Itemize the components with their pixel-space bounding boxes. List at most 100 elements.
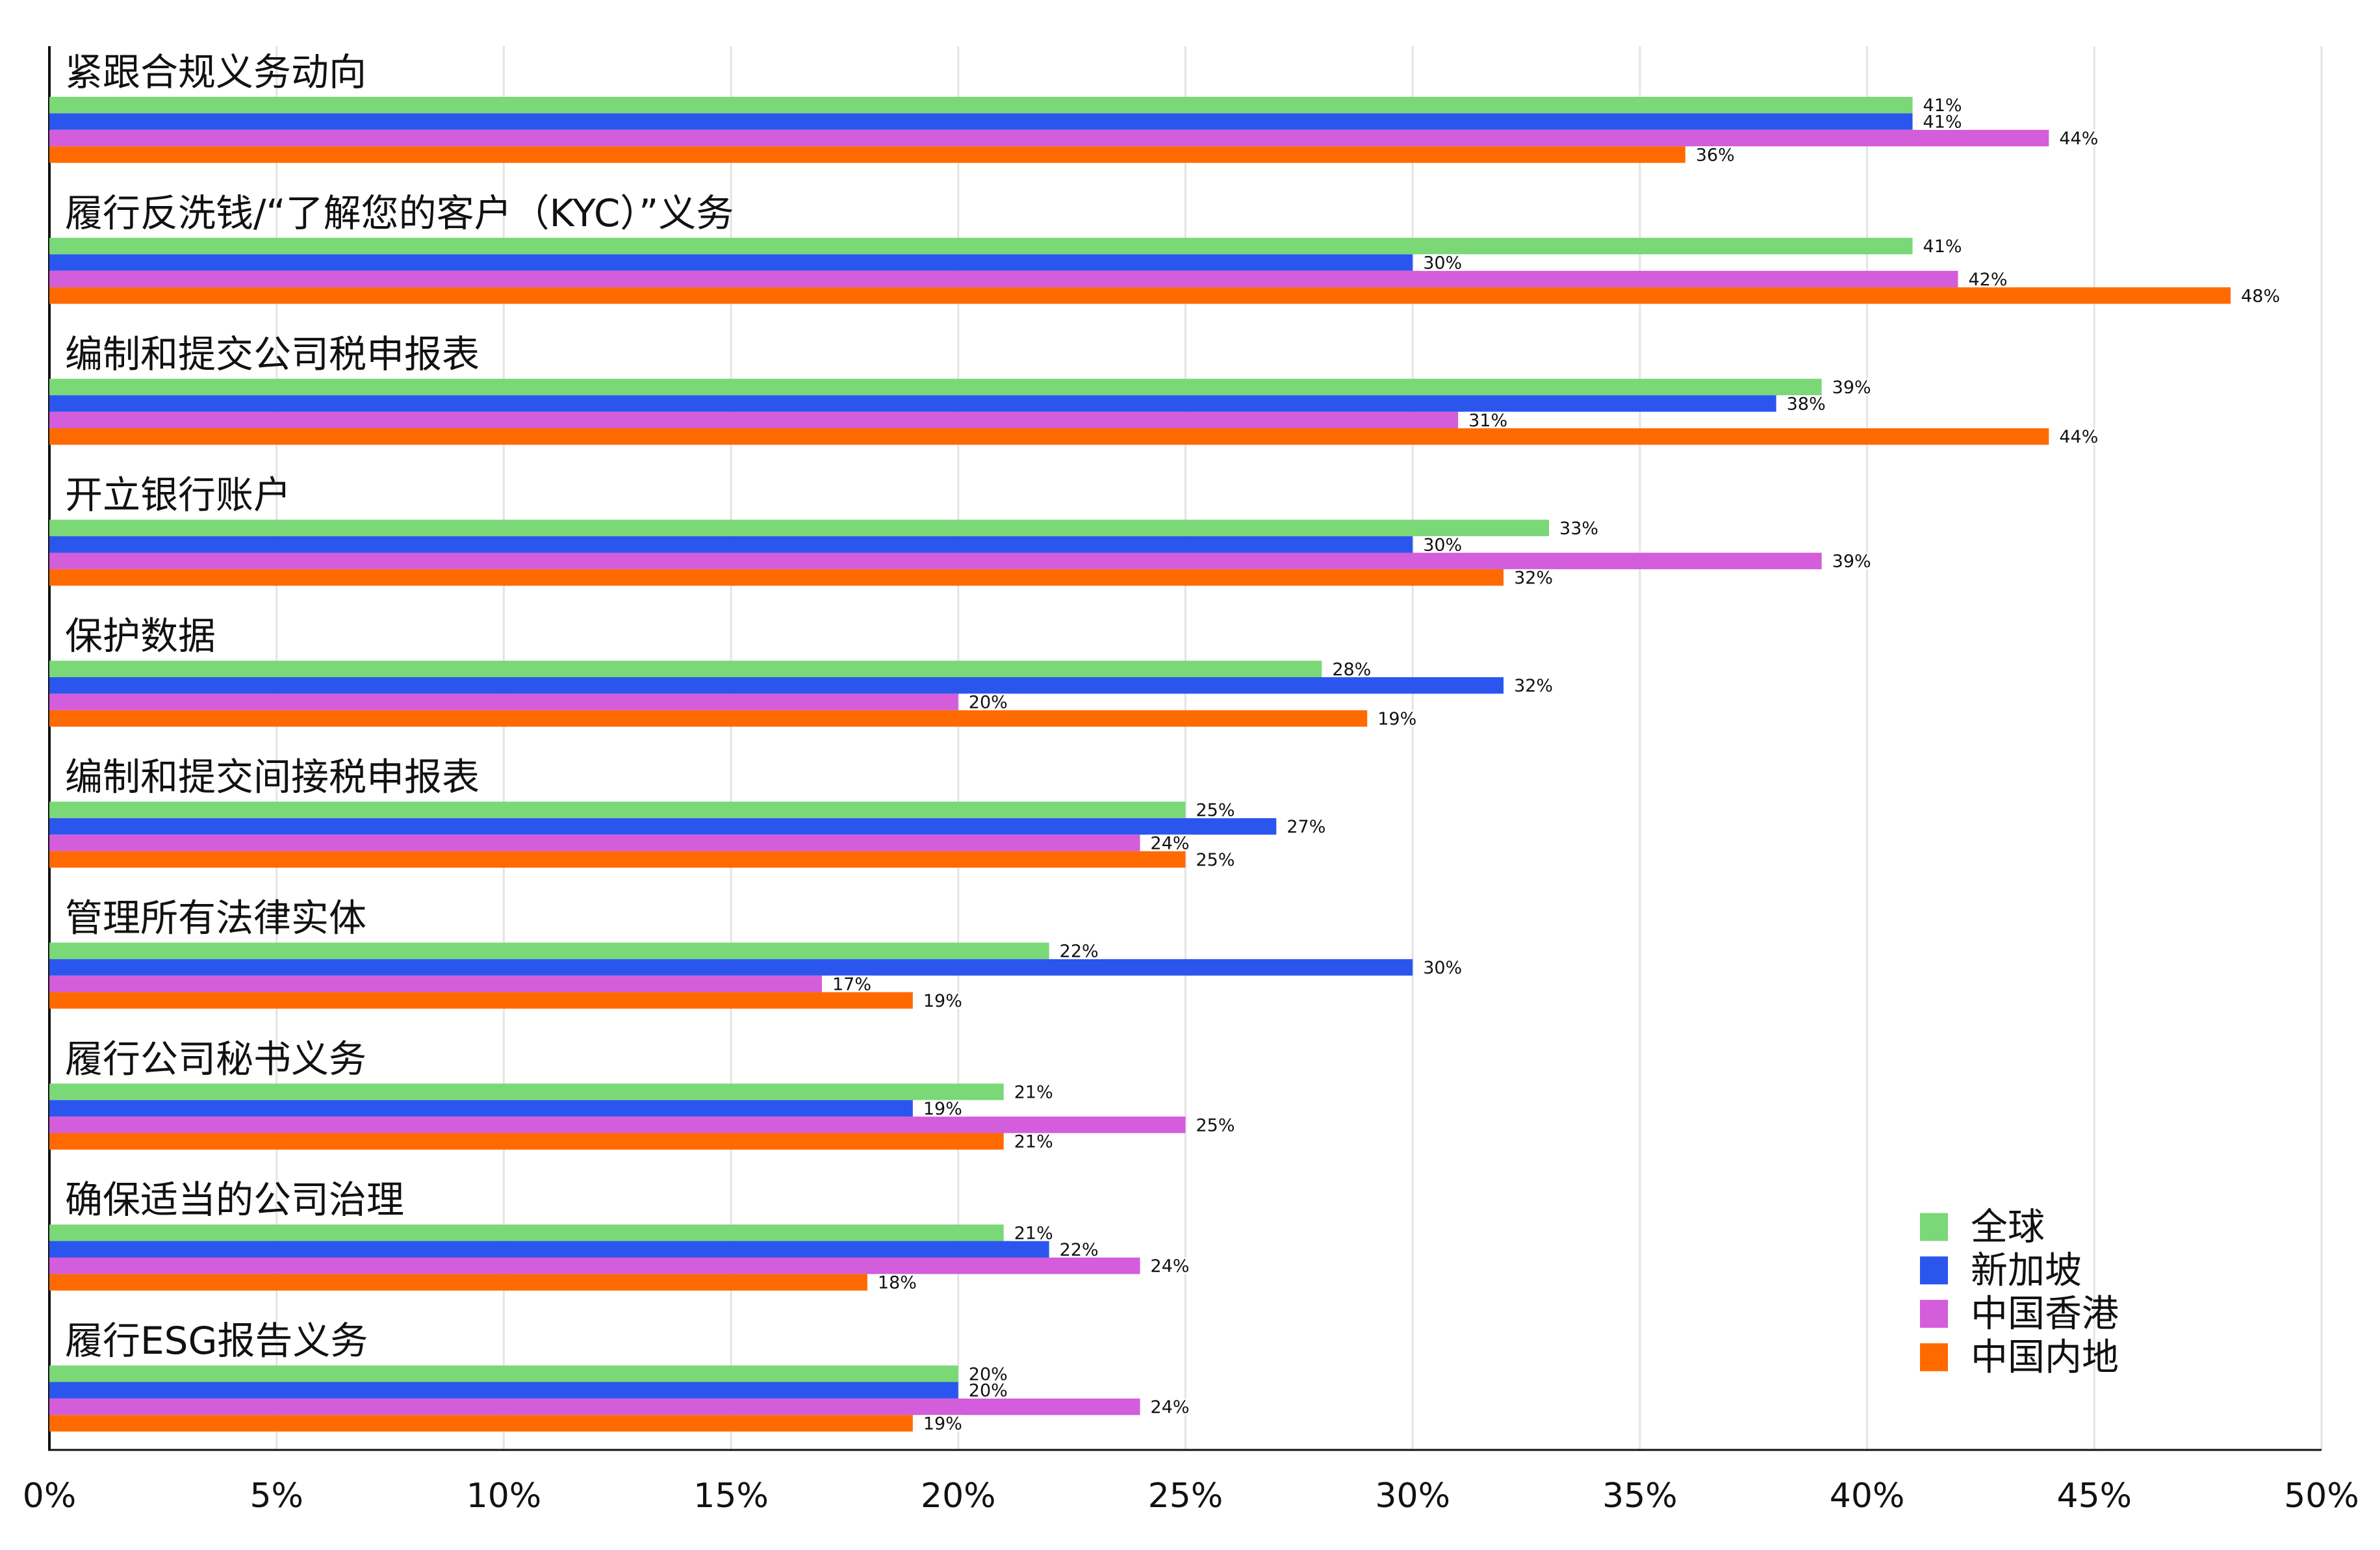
data-label: 44%: [2059, 129, 2098, 149]
data-label: 24%: [1151, 834, 1190, 854]
data-label-background: [875, 1274, 919, 1291]
data-label-background: [1284, 818, 1329, 835]
data-label-background: [966, 693, 1010, 710]
data-label-background: [1920, 97, 1965, 114]
x-tick-label: 10%: [467, 1477, 542, 1516]
bar: [49, 710, 1368, 727]
data-label-background: [1920, 237, 1965, 255]
bar: [49, 536, 1413, 553]
data-label: 25%: [1196, 1115, 1235, 1135]
data-label-background: [1147, 1258, 1192, 1274]
data-label: 42%: [1968, 270, 2007, 290]
x-tick-label: 30%: [1375, 1477, 1450, 1516]
bar: [49, 818, 1277, 835]
x-tick-label: 20%: [921, 1477, 996, 1516]
bar: [49, 1415, 913, 1432]
bar: [49, 569, 1504, 586]
data-label: 20%: [969, 1381, 1008, 1401]
bar: [49, 237, 1913, 255]
data-label-background: [920, 1100, 965, 1117]
bar: [49, 959, 1413, 976]
bar: [49, 693, 958, 710]
bar: [49, 1117, 1186, 1133]
data-label-background: [1147, 1398, 1192, 1415]
category-label: 编制和提交间接税申报表: [65, 755, 480, 799]
bar: [49, 1133, 1004, 1150]
data-label-background: [1056, 942, 1101, 959]
data-label: 17%: [832, 974, 871, 994]
data-label-background: [2056, 428, 2101, 445]
data-label-background: [1056, 1241, 1101, 1258]
bar: [49, 834, 1140, 851]
data-label-background: [1829, 378, 1874, 396]
bar: [49, 270, 1958, 288]
data-label: 41%: [1923, 237, 1962, 257]
bar: [49, 1083, 1004, 1100]
bar: [49, 942, 1049, 959]
data-label-background: [1193, 851, 1238, 868]
data-label: 32%: [1514, 568, 1553, 588]
legend-swatch: [1920, 1300, 1948, 1328]
data-label: 44%: [2059, 427, 2098, 447]
category-label: 开立银行账户: [65, 473, 291, 517]
bar: [49, 254, 1413, 271]
legend-swatch: [1920, 1256, 1948, 1285]
legend-label: 中国内地: [1971, 1336, 2119, 1378]
data-label: 48%: [2241, 286, 2280, 306]
data-label-background: [966, 1382, 1010, 1399]
data-label-background: [1375, 710, 1420, 727]
bar: [49, 378, 1822, 396]
data-label: 36%: [1696, 145, 1735, 165]
data-label-background: [1193, 1117, 1238, 1133]
bar: [49, 851, 1186, 868]
bar: [49, 411, 1459, 428]
legend-label: 全球: [1971, 1206, 2045, 1248]
data-label-background: [1965, 270, 2010, 288]
data-label-background: [920, 1415, 965, 1432]
data-label-background: [1011, 1224, 1056, 1241]
legend-label: 新加坡: [1971, 1249, 2082, 1292]
data-label: 33%: [1559, 519, 1598, 539]
data-label: 25%: [1196, 850, 1235, 870]
legend-swatch: [1920, 1343, 1948, 1371]
data-label-background: [1557, 519, 1602, 537]
data-label-background: [1011, 1133, 1056, 1150]
data-label: 31%: [1468, 411, 1507, 431]
data-label: 39%: [1832, 378, 1871, 398]
data-label: 18%: [878, 1273, 917, 1293]
data-label-background: [2056, 129, 2101, 147]
bar: [49, 1398, 1140, 1415]
labels: 紧跟合规义务动向41%41%44%36%履行反洗钱/“了解您的客户（KYC）”义…: [65, 50, 2283, 1434]
axes: 0% 5% 10% 15% 20% 25% 30% 35% 40% 45% 50%: [23, 46, 2359, 1516]
data-label: 20%: [969, 693, 1008, 713]
bar: [49, 1382, 958, 1399]
bar: [49, 129, 2049, 147]
data-label: 19%: [923, 1414, 962, 1434]
x-tick-label: 5%: [250, 1477, 303, 1516]
data-label-background: [1147, 834, 1192, 851]
legend-swatch: [1920, 1213, 1948, 1241]
x-tick-label: 0%: [23, 1477, 77, 1516]
x-tick-label: 35%: [1602, 1477, 1678, 1516]
data-label: 30%: [1423, 253, 1462, 274]
category-label: 履行公司秘书义务: [65, 1037, 366, 1081]
bar: [49, 1100, 913, 1117]
data-label: 20%: [969, 1364, 1008, 1384]
data-label-background: [1920, 113, 1965, 130]
data-label: 21%: [1014, 1083, 1053, 1103]
category-label: 紧跟合规义务动向: [65, 50, 366, 94]
data-label-background: [1193, 801, 1238, 818]
bar: [49, 519, 1550, 537]
data-label-background: [1466, 411, 1511, 428]
data-label-background: [1420, 536, 1465, 553]
bar: [49, 660, 1322, 677]
data-label: 24%: [1151, 1256, 1190, 1276]
x-tick-label: 25%: [1148, 1477, 1223, 1516]
legend-label: 中国香港: [1971, 1293, 2119, 1336]
x-tick-label: 15%: [693, 1477, 769, 1516]
bar: [49, 677, 1504, 694]
x-tick-label: 45%: [2057, 1477, 2132, 1516]
data-label: 30%: [1423, 535, 1462, 555]
data-label: 30%: [1423, 958, 1462, 978]
